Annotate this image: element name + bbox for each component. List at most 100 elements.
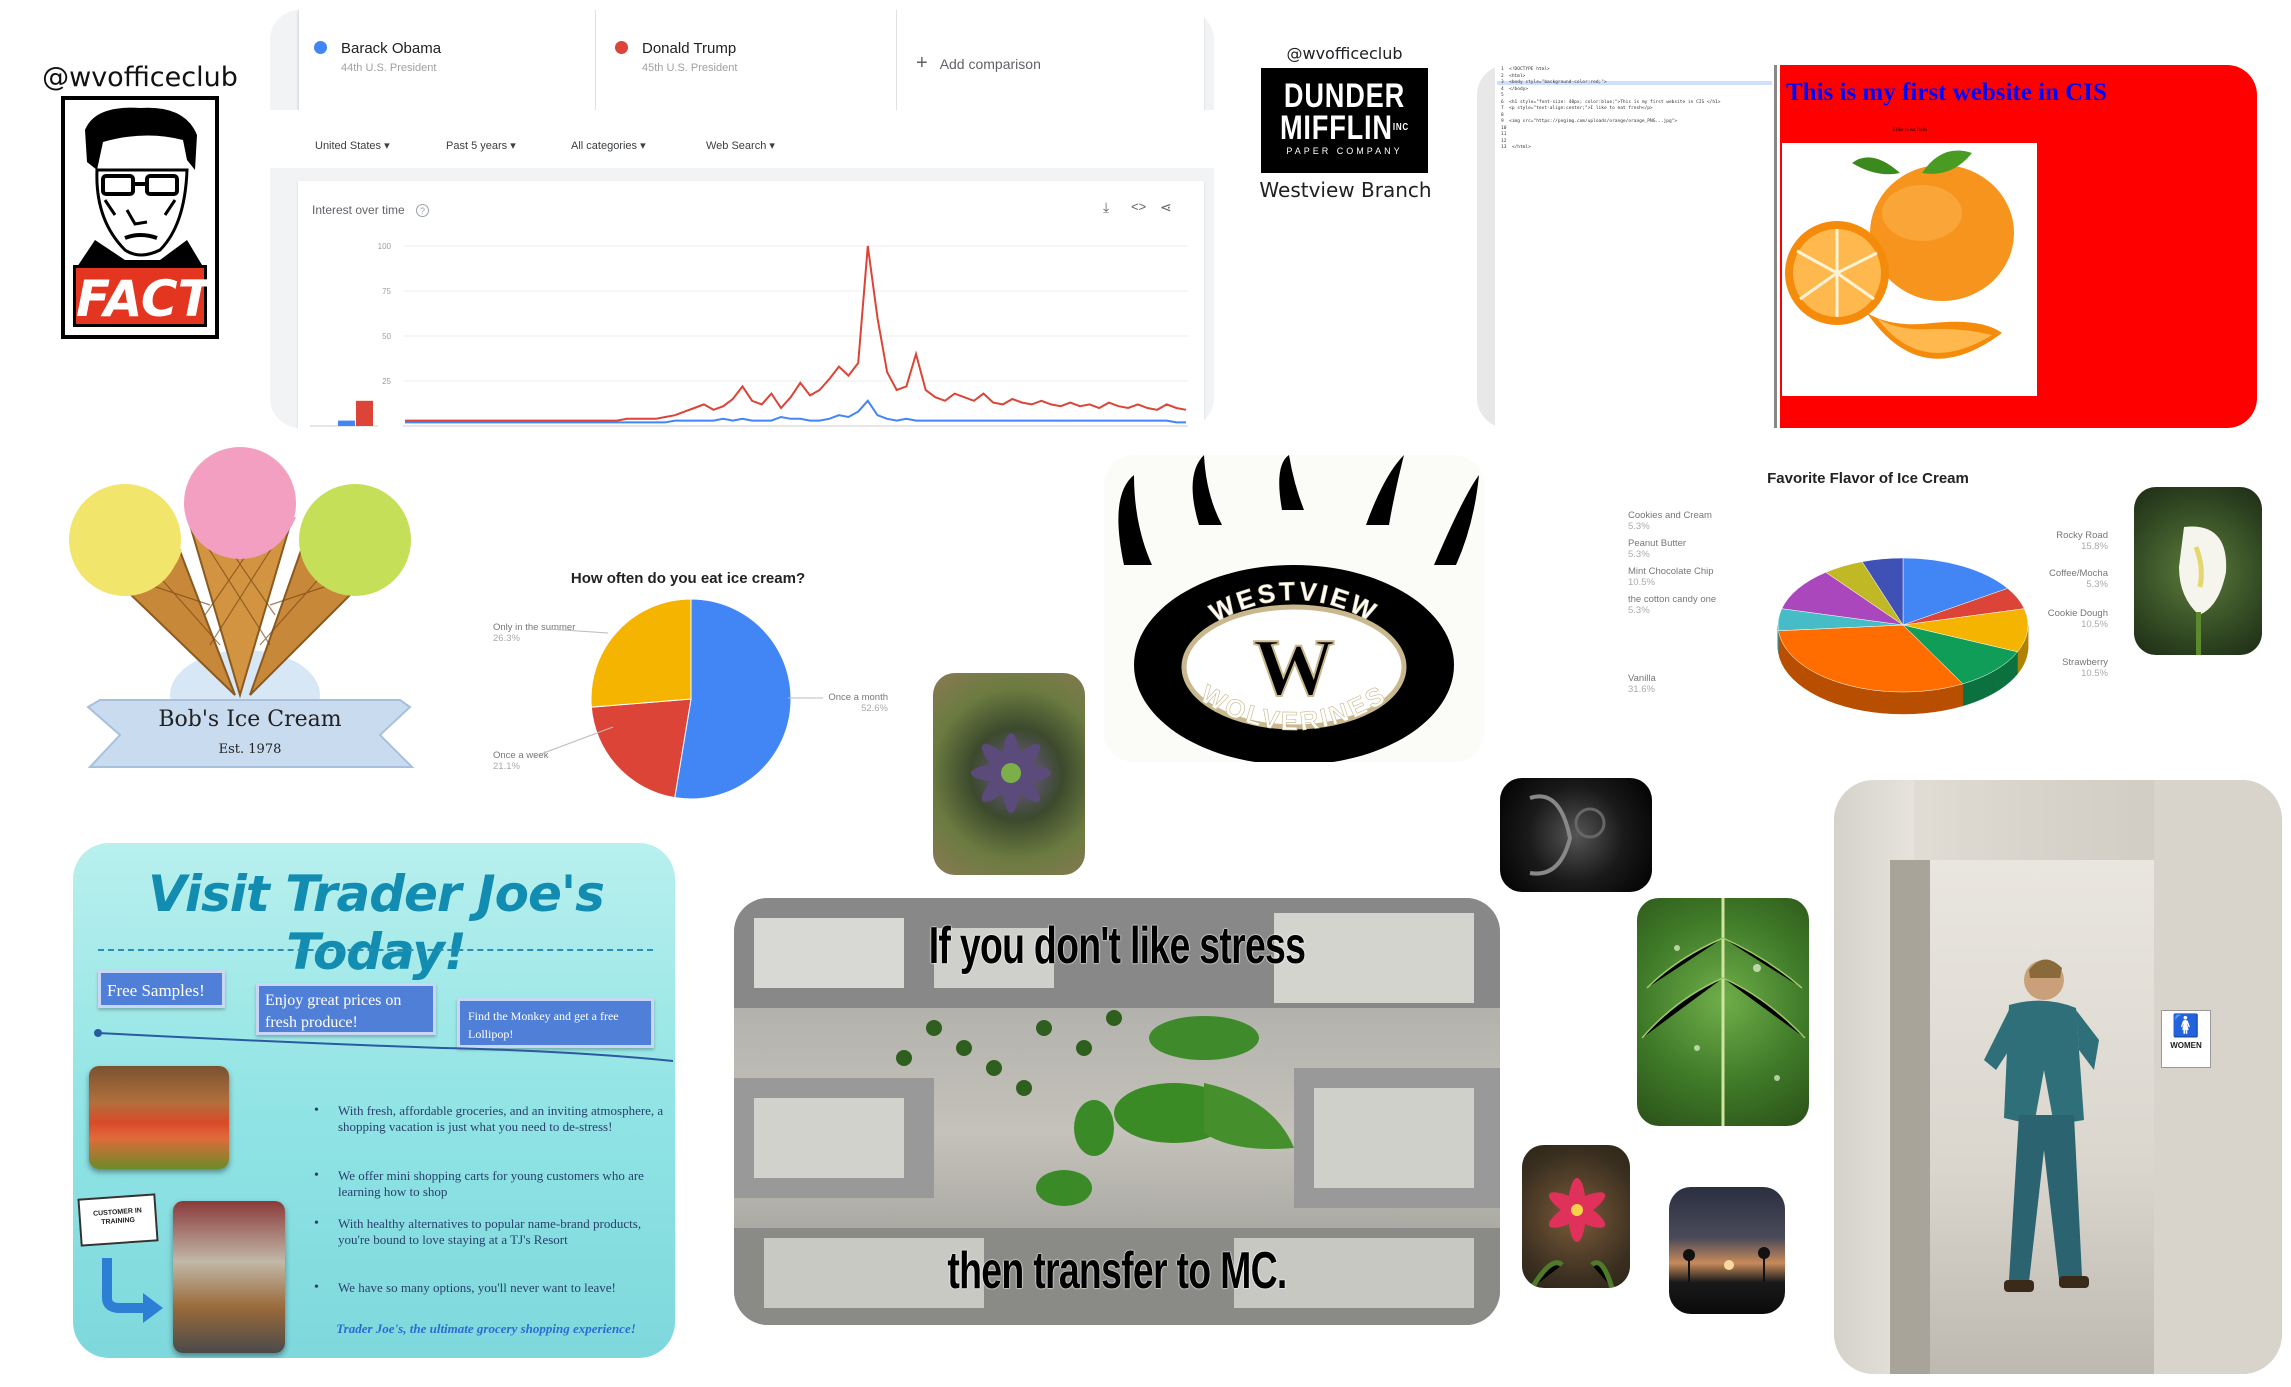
pie1-slice xyxy=(590,598,692,708)
code-line: 5 xyxy=(1501,93,1510,98)
website-screenshot: 1 <!DOCTYPE html> 2 <html> 3 <body style="… xyxy=(1477,65,2257,428)
filter-label: United States xyxy=(315,140,382,152)
dropdown-caret-icon: ▾ xyxy=(384,140,390,152)
pie1-leaders xyxy=(532,628,823,758)
dunder-mifflin-logo: DUNDER MIFFLININC PAPER COMPANY xyxy=(1261,68,1428,173)
pie2-slice xyxy=(1861,557,1904,626)
orange-image xyxy=(1782,143,2037,396)
pie2-slice-side xyxy=(1834,680,1845,707)
pie1-svg xyxy=(590,598,792,800)
plus-icon: + xyxy=(916,52,928,74)
code-line: 13 </html> xyxy=(1501,145,1531,150)
pie1-label-month: Once a month 52.6% xyxy=(818,692,888,714)
woman-icon: 🚺 xyxy=(2172,1013,2200,1038)
embed-icon[interactable]: <> xyxy=(1131,199,1147,214)
child-cart-photo xyxy=(173,1201,285,1353)
series-line-donald-trump xyxy=(405,245,1187,422)
dm-handle: @wvofficeclub xyxy=(1286,44,1403,63)
dm-line1: DUNDER xyxy=(1283,77,1406,115)
pie2-slice-side xyxy=(2009,657,2012,683)
add-comparison-button[interactable]: + Add comparison xyxy=(916,52,1041,75)
trend-term-label: Barack Obama xyxy=(341,40,442,57)
fresh-produce-button[interactable]: Enjoy great prices on fresh produce! xyxy=(256,983,436,1035)
download-icon[interactable]: ⤓ xyxy=(1103,199,1110,215)
succulent-icon xyxy=(971,733,1051,813)
pie-label-name: Once a month xyxy=(828,692,888,703)
pie2-title: Favorite Flavor of Ice Cream xyxy=(1767,470,1969,487)
orange-icon xyxy=(1785,150,2014,359)
code-line: 4 </body> xyxy=(1501,86,1529,92)
help-icon[interactable]: ? xyxy=(416,204,430,217)
pie-label-pct: 15.8% xyxy=(2081,541,2108,552)
pie2-slice-side xyxy=(1913,690,1925,715)
leaf-photo xyxy=(1637,898,1809,1126)
average-bar xyxy=(338,420,355,426)
campus-meme: If you don't like stress then transfer t… xyxy=(734,898,1500,1325)
code-line: 6 <h1 style="font-size: 40px; color:blue… xyxy=(1501,99,1721,105)
filter-time[interactable]: Past 5 years ▾ xyxy=(446,139,516,152)
women-sign-label: WOMEN xyxy=(2170,1041,2202,1050)
code-line: 2 <html> xyxy=(1501,73,1526,79)
pie2-slice-side xyxy=(1843,683,1854,709)
dwight-fact-poster: FACT xyxy=(61,96,219,339)
pie2-label: Strawberry 10.5% xyxy=(2062,657,2108,679)
leaf-icon xyxy=(1641,898,1806,1126)
pie-label-name: Peanut Butter xyxy=(1628,538,1687,549)
code-line: 7 <p style="text-align:center;">I like t… xyxy=(1501,106,1653,111)
branch-label: Westview Branch xyxy=(1259,178,1432,202)
pie-label-pct: 21.1% xyxy=(493,761,520,772)
code-line: 8 xyxy=(1501,112,1510,118)
website-subtext: I like to eat fresh xyxy=(1893,128,1927,133)
sunset-photo xyxy=(1669,1187,1785,1314)
walking-man-icon xyxy=(1984,959,2099,1292)
pie-label-pct: 10.5% xyxy=(1628,577,1655,588)
dropdown-caret-icon: ▾ xyxy=(510,140,516,152)
pie2-slice-side xyxy=(1990,671,1994,696)
average-bar xyxy=(356,400,373,426)
filter-region[interactable]: United States ▾ xyxy=(315,139,390,152)
dm-sub: PAPER COMPANY xyxy=(1286,146,1403,156)
pie2-slice-side xyxy=(1974,678,1978,703)
pie-label-pct: 26.3% xyxy=(493,633,520,644)
pie-label-name: Mint Chocolate Chip xyxy=(1628,566,1714,577)
produce-aisle-photo xyxy=(89,1066,229,1169)
pie1-slice xyxy=(674,598,792,800)
pie2-slice-side xyxy=(1892,691,1904,715)
pie1-label-week: Once a week 21.1% xyxy=(493,750,548,772)
dark-abstract-icon xyxy=(1529,794,1606,876)
tj-bullet-1: With fresh, affordable groceries, and an… xyxy=(314,1103,668,1135)
pie2-slice-side xyxy=(1818,674,1827,701)
filter-search-type[interactable]: Web Search ▾ xyxy=(706,139,775,152)
trend-term-trump[interactable]: Donald Trump 45th U.S. President xyxy=(615,40,737,74)
pie2-slice-side xyxy=(1968,680,1972,705)
trader-joes-poster: Visit Trader Joe's Today! Free Samples! … xyxy=(73,843,675,1358)
campus-aerial-icon xyxy=(734,898,1500,1325)
dm-inc: INC xyxy=(1392,122,1410,133)
trend-term-label: Donald Trump xyxy=(642,40,737,57)
pie-label-pct: 5.3% xyxy=(1628,605,1650,616)
pie-chart-frequency: How often do you eat ice cream? Only in … xyxy=(488,570,888,810)
lily-red-photo xyxy=(1522,1145,1630,1288)
pie2-slice-side xyxy=(1933,688,1945,713)
pie2-slice-side xyxy=(2003,662,2007,688)
red-dot-icon xyxy=(615,41,628,54)
pie2-slice-side xyxy=(1882,690,1894,715)
monkey-lollipop-button[interactable]: Find the Monkey and get a free Lollipop! xyxy=(457,998,654,1048)
series-line-barack-obama xyxy=(405,399,1186,424)
bobs-ice-cream-logo: Bob's Ice Cream Est. 1978 xyxy=(60,445,440,810)
pie-label-pct: 10.5% xyxy=(2081,668,2108,679)
filter-category[interactable]: All categories ▾ xyxy=(571,139,646,152)
share-icon[interactable]: ⋖ xyxy=(1160,199,1172,215)
pie2-slice-side xyxy=(1923,689,1935,714)
free-samples-button[interactable]: Free Samples! xyxy=(98,970,225,1008)
pie2-slice-side xyxy=(2005,661,2008,686)
tj-bullet-2: We offer mini shopping carts for young c… xyxy=(314,1168,668,1200)
pie2-label: Mint Chocolate Chip 10.5% xyxy=(1628,566,1714,588)
pie2-slice xyxy=(1902,624,2018,685)
pie2-slice-side xyxy=(1862,688,1873,713)
pie2-slice-side xyxy=(2011,656,2014,682)
pie2-label: Rocky Road 15.8% xyxy=(2056,530,2108,552)
trend-term-obama[interactable]: Barack Obama 44th U.S. President xyxy=(314,40,441,74)
wolverines-letter: W xyxy=(1253,622,1335,713)
pie-label-pct: 5.3% xyxy=(2086,579,2108,590)
